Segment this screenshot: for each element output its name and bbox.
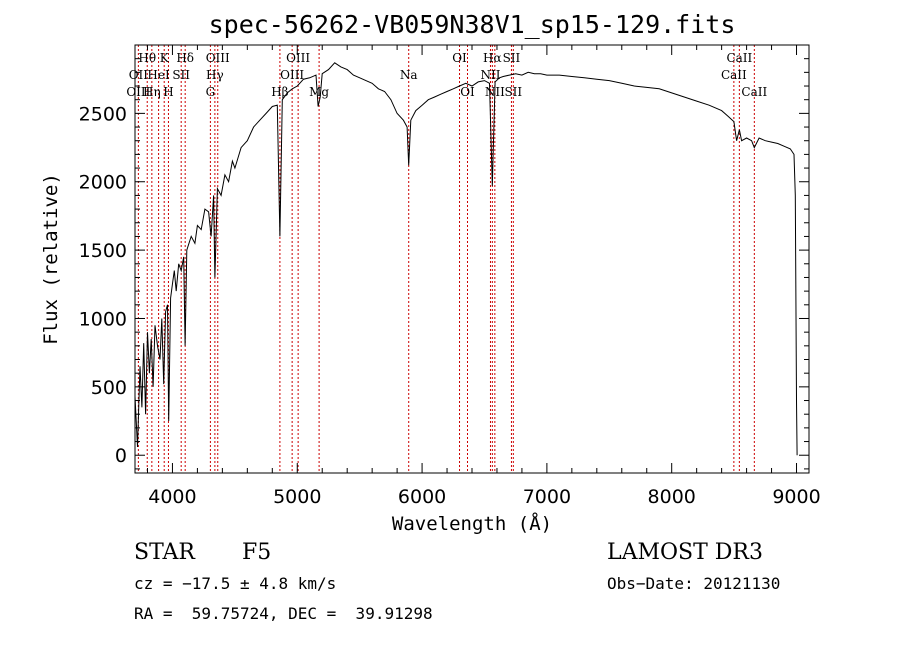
line-label: Hθ <box>138 51 156 65</box>
line-label: Hα <box>483 51 502 65</box>
x-axis-ticks: 4000 5000 6000 7000 8000 9000 <box>146 45 821 508</box>
line-label: SII <box>172 68 190 82</box>
x-tick-label: 8000 <box>648 486 696 508</box>
object-class: STAR <box>134 540 195 565</box>
line-label: K <box>160 51 170 65</box>
line-label: NII <box>480 68 500 82</box>
x-tick-label: 4000 <box>148 486 196 508</box>
line-label: OIII <box>286 51 310 65</box>
y-axis-ticks: 0 500 1000 1500 2000 2500 <box>79 58 809 470</box>
line-label: SII <box>503 51 521 65</box>
x-tick-label: 7000 <box>523 486 571 508</box>
observation-date: Obs−Date: 20121130 <box>607 574 781 593</box>
y-tick-label: 2000 <box>79 172 127 194</box>
plot-frame <box>134 44 810 474</box>
line-label: CaII <box>726 51 752 65</box>
redshift-velocity: cz = −17.5 ± 4.8 km/s <box>134 574 337 593</box>
coordinates: RA = 59.75724, DEC = 39.91298 <box>134 604 433 623</box>
line-label: OIII <box>280 68 304 82</box>
x-tick-label: 6000 <box>398 486 446 508</box>
line-label: CaII <box>741 85 767 99</box>
line-label: SII <box>504 85 522 99</box>
chart-title: spec-56262-VB059N38V1_sp15-129.fits <box>209 10 736 39</box>
line-label: Hβ <box>271 85 288 99</box>
spectrum-line <box>134 62 798 456</box>
line-label: Hη <box>143 85 161 99</box>
x-tick-label: 5000 <box>273 486 321 508</box>
x-axis-label: Wavelength (Å) <box>392 512 552 535</box>
line-markers <box>137 45 755 473</box>
line-label: H <box>163 85 173 99</box>
y-tick-label: 1000 <box>79 308 127 330</box>
line-label: CaII <box>721 68 747 82</box>
line-label: Mg <box>309 85 329 99</box>
line-label: Hδ <box>176 51 194 65</box>
object-subclass: F5 <box>242 540 272 565</box>
line-label: OII <box>129 68 149 82</box>
line-label: HeI <box>147 68 170 82</box>
x-tick-label: 9000 <box>772 486 820 508</box>
line-label: OI <box>452 51 467 65</box>
y-tick-label: 500 <box>91 377 127 399</box>
line-label: OI <box>460 85 475 99</box>
line-label: Na <box>400 68 418 82</box>
y-tick-label: 2500 <box>79 103 127 125</box>
line-label: G <box>206 85 216 99</box>
y-tick-label: 1500 <box>79 240 127 262</box>
y-axis-label: Flux (relative) <box>40 173 62 345</box>
line-label: OIII <box>126 85 150 99</box>
line-label: Hγ <box>206 68 224 82</box>
line-label: OIII <box>206 51 230 65</box>
y-tick-label: 0 <box>115 445 127 467</box>
survey-name: LAMOST DR3 <box>607 540 763 565</box>
